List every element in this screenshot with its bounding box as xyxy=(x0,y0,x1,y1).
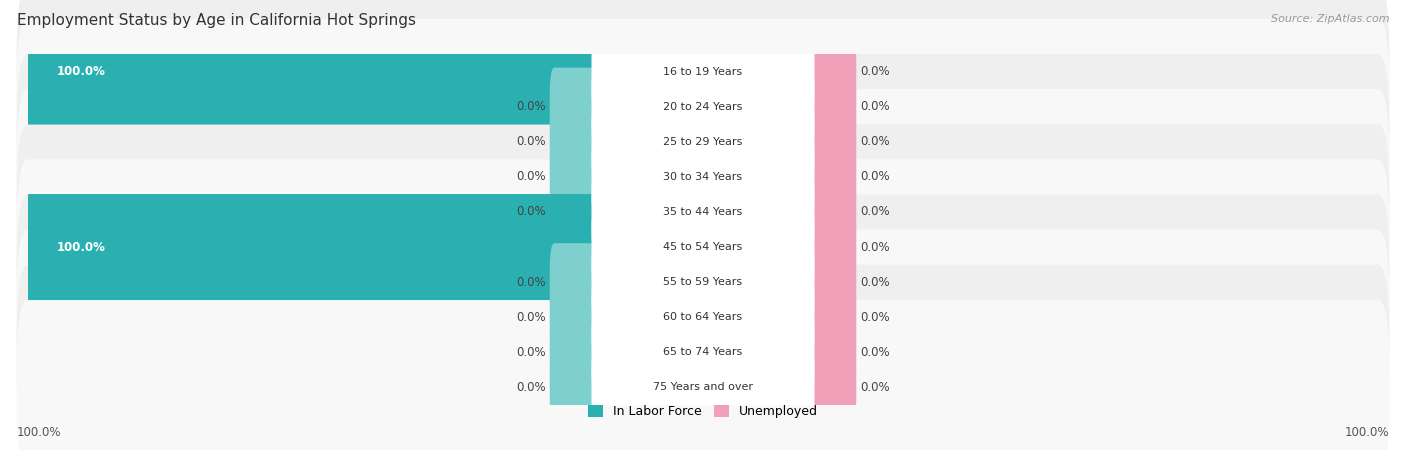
FancyBboxPatch shape xyxy=(17,54,1389,230)
Text: 0.0%: 0.0% xyxy=(516,346,546,359)
FancyBboxPatch shape xyxy=(592,254,814,381)
Text: 100.0%: 100.0% xyxy=(17,426,62,439)
FancyBboxPatch shape xyxy=(592,78,814,205)
Text: 0.0%: 0.0% xyxy=(516,100,546,113)
Text: 0.0%: 0.0% xyxy=(860,276,890,288)
FancyBboxPatch shape xyxy=(801,173,856,251)
FancyBboxPatch shape xyxy=(801,68,856,146)
Text: 45 to 54 Years: 45 to 54 Years xyxy=(664,242,742,252)
Text: 0.0%: 0.0% xyxy=(860,171,890,183)
FancyBboxPatch shape xyxy=(801,313,856,392)
Text: 0.0%: 0.0% xyxy=(860,65,890,78)
Text: 0.0%: 0.0% xyxy=(860,100,890,113)
FancyBboxPatch shape xyxy=(801,348,856,427)
FancyBboxPatch shape xyxy=(17,89,1389,265)
FancyBboxPatch shape xyxy=(550,138,605,216)
Text: 16 to 19 Years: 16 to 19 Years xyxy=(664,67,742,76)
Text: 100.0%: 100.0% xyxy=(56,65,105,78)
Text: 100.0%: 100.0% xyxy=(56,241,105,253)
FancyBboxPatch shape xyxy=(550,173,605,251)
Text: 0.0%: 0.0% xyxy=(516,135,546,148)
FancyBboxPatch shape xyxy=(592,113,814,240)
Text: 60 to 64 Years: 60 to 64 Years xyxy=(664,312,742,322)
Text: 20 to 24 Years: 20 to 24 Years xyxy=(664,102,742,112)
Text: 0.0%: 0.0% xyxy=(516,311,546,324)
FancyBboxPatch shape xyxy=(550,348,605,427)
FancyBboxPatch shape xyxy=(17,194,1389,370)
FancyBboxPatch shape xyxy=(801,243,856,321)
Text: 100.0%: 100.0% xyxy=(1344,426,1389,439)
FancyBboxPatch shape xyxy=(801,138,856,216)
Text: 0.0%: 0.0% xyxy=(860,206,890,218)
FancyBboxPatch shape xyxy=(550,243,605,321)
Text: 65 to 74 Years: 65 to 74 Years xyxy=(664,347,742,357)
FancyBboxPatch shape xyxy=(17,159,1389,335)
FancyBboxPatch shape xyxy=(17,0,1389,159)
Text: 25 to 29 Years: 25 to 29 Years xyxy=(664,137,742,147)
Text: 55 to 59 Years: 55 to 59 Years xyxy=(664,277,742,287)
FancyBboxPatch shape xyxy=(550,68,605,146)
FancyBboxPatch shape xyxy=(801,32,856,111)
FancyBboxPatch shape xyxy=(21,194,607,300)
FancyBboxPatch shape xyxy=(592,8,814,135)
Text: 0.0%: 0.0% xyxy=(516,206,546,218)
FancyBboxPatch shape xyxy=(592,43,814,170)
FancyBboxPatch shape xyxy=(592,219,814,346)
Text: 0.0%: 0.0% xyxy=(860,381,890,394)
FancyBboxPatch shape xyxy=(17,124,1389,300)
FancyBboxPatch shape xyxy=(801,103,856,181)
FancyBboxPatch shape xyxy=(17,230,1389,405)
Text: 0.0%: 0.0% xyxy=(516,171,546,183)
FancyBboxPatch shape xyxy=(17,300,1389,450)
Text: 75 Years and over: 75 Years and over xyxy=(652,382,754,392)
FancyBboxPatch shape xyxy=(17,265,1389,440)
Text: 0.0%: 0.0% xyxy=(860,346,890,359)
FancyBboxPatch shape xyxy=(17,19,1389,194)
Legend: In Labor Force, Unemployed: In Labor Force, Unemployed xyxy=(583,400,823,423)
FancyBboxPatch shape xyxy=(550,103,605,181)
FancyBboxPatch shape xyxy=(550,313,605,392)
Text: 30 to 34 Years: 30 to 34 Years xyxy=(664,172,742,182)
Text: 35 to 44 Years: 35 to 44 Years xyxy=(664,207,742,217)
FancyBboxPatch shape xyxy=(592,148,814,275)
Text: Employment Status by Age in California Hot Springs: Employment Status by Age in California H… xyxy=(17,14,416,28)
Text: 0.0%: 0.0% xyxy=(860,135,890,148)
FancyBboxPatch shape xyxy=(801,208,856,286)
Text: 0.0%: 0.0% xyxy=(516,276,546,288)
FancyBboxPatch shape xyxy=(801,278,856,356)
Text: 0.0%: 0.0% xyxy=(860,311,890,324)
FancyBboxPatch shape xyxy=(21,18,607,125)
FancyBboxPatch shape xyxy=(550,278,605,356)
Text: 0.0%: 0.0% xyxy=(860,241,890,253)
FancyBboxPatch shape xyxy=(592,289,814,416)
Text: 0.0%: 0.0% xyxy=(516,381,546,394)
Text: Source: ZipAtlas.com: Source: ZipAtlas.com xyxy=(1271,14,1389,23)
FancyBboxPatch shape xyxy=(592,184,814,310)
FancyBboxPatch shape xyxy=(592,324,814,450)
